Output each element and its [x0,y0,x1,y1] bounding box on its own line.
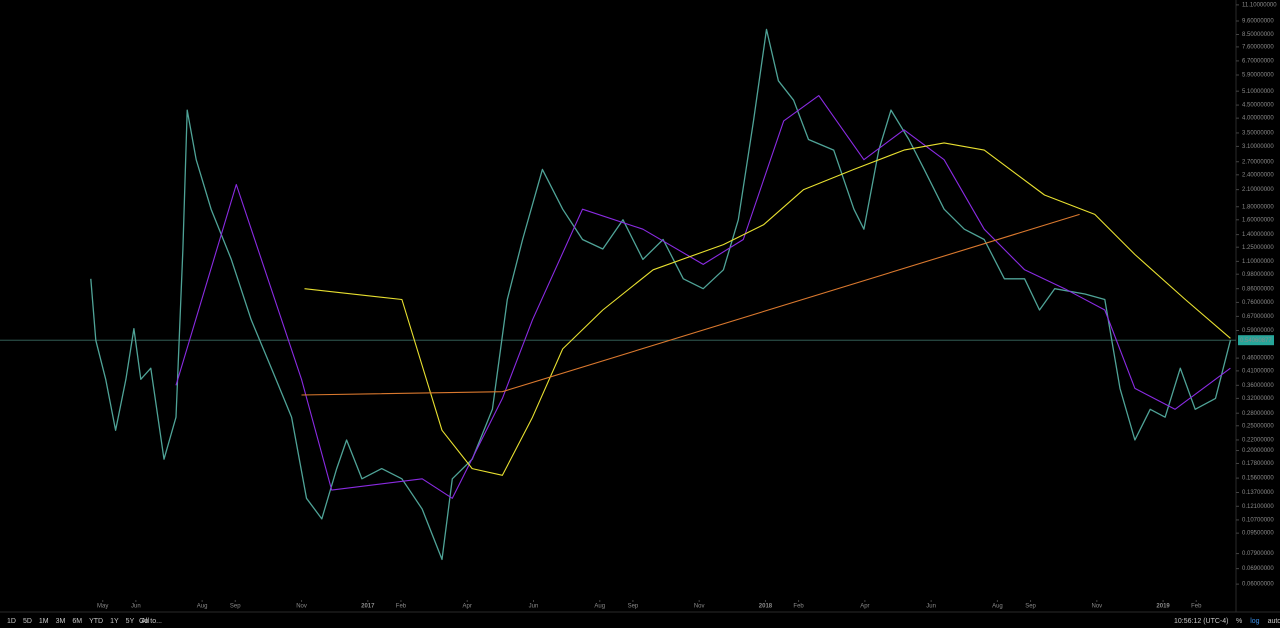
x-tick-label: Jun [529,604,539,610]
x-tick-label: Aug [594,604,605,610]
y-tick-label: 1.25000000 [1242,245,1274,251]
x-tick-label: Apr [463,604,472,610]
scale-button[interactable]: log [1250,618,1259,625]
y-tick-label: 0.22000000 [1242,438,1274,444]
x-tick-label: Aug [992,604,1003,610]
y-tick-label: 11.10000000 [1242,2,1277,8]
y-tick-label: 3.50000000 [1242,131,1274,137]
x-tick-label: Feb [396,604,407,610]
x-tick-label: Aug [197,604,208,610]
range-button[interactable]: 5D [23,618,32,625]
clock: 10:56:12 (UTC-4) [1174,618,1228,625]
y-tick-label: 0.06000000 [1242,582,1274,588]
y-tick-label: 0.32000000 [1242,396,1274,402]
x-tick-label: 2018 [759,604,773,610]
y-tick-label: 7.60000000 [1242,44,1274,50]
scale-button[interactable]: auto [1268,618,1280,625]
y-tick-label: 0.59000000 [1242,328,1274,334]
range-button[interactable]: 1D [7,618,16,625]
x-tick-label: Jun [926,604,936,610]
y-tick-label: 0.12100000 [1242,504,1274,510]
y-tick-label: 0.86000000 [1242,286,1274,292]
y-tick-label: 0.10700000 [1242,518,1274,524]
y-tick-label: 1.10000000 [1242,259,1274,265]
series-line [301,213,1080,396]
y-tick-label: 2.40000000 [1242,172,1274,178]
y-tick-label: 0.09500000 [1242,531,1274,537]
series-line [175,95,1231,499]
y-tick-label: 4.50000000 [1242,103,1274,109]
y-tick-label: 0.28000000 [1242,411,1274,417]
y-tick-label: 1.60000000 [1242,217,1274,223]
y-tick-label: 0.13700000 [1242,490,1274,496]
range-button[interactable]: 1Y [110,618,119,625]
y-tick-label: 0.25000000 [1242,423,1274,429]
x-tick-label: Sep [628,604,639,610]
y-tick-label: 8.50000000 [1242,32,1274,38]
y-tick-label: 1.40000000 [1242,232,1274,238]
y-tick-label: 0.07900000 [1242,551,1274,557]
y-tick-label: 5.10000000 [1242,89,1274,95]
y-tick-label: 2.10000000 [1242,187,1274,193]
last-price-box [1238,335,1274,346]
y-tick-label: 0.36000000 [1242,383,1274,389]
x-tick-label: 2017 [361,604,375,610]
series-line [304,142,1231,476]
y-tick-label: 0.06900000 [1242,566,1274,572]
y-tick-label: 3.10000000 [1242,144,1274,150]
y-tick-label: 0.98000000 [1242,272,1274,278]
x-tick-label: Apr [860,604,869,610]
y-tick-label: 0.15600000 [1242,476,1274,482]
y-tick-label: 0.20000000 [1242,448,1274,454]
y-tick-label: 0.41000000 [1242,368,1274,374]
y-tick-label: 9.60000000 [1242,19,1274,25]
y-tick-label: 0.67000000 [1242,314,1274,320]
scale-button[interactable]: % [1236,618,1242,625]
range-button[interactable]: 6M [72,618,82,625]
x-tick-label: Jun [131,604,141,610]
range-button[interactable]: 3M [56,618,66,625]
series-line [90,28,1232,561]
x-tick-label: Feb [1191,604,1202,610]
y-tick-label: 6.70000000 [1242,58,1274,64]
y-tick-label: 5.90000000 [1242,73,1274,79]
last-price-label: 0.54060877 [1240,338,1272,344]
x-tick-label: May [97,604,108,610]
x-tick-label: Sep [1025,604,1036,610]
y-tick-label: 1.80000000 [1242,204,1274,210]
x-tick-label: Feb [793,604,804,610]
y-tick-label: 0.17800000 [1242,461,1274,467]
range-button[interactable]: 5Y [126,618,135,625]
range-button[interactable]: All [141,618,149,625]
x-tick-label: Sep [230,604,241,610]
range-button[interactable]: 1M [39,618,49,625]
x-tick-label: 2019 [1156,604,1170,610]
x-tick-label: Nov [296,604,307,610]
range-button[interactable]: YTD [89,618,103,625]
goto-button[interactable]: Go to... [139,618,162,625]
y-tick-label: 4.00000000 [1242,116,1274,122]
y-tick-label: 0.46000000 [1242,356,1274,362]
x-tick-label: Nov [694,604,705,610]
y-tick-label: 0.76000000 [1242,300,1274,306]
x-tick-label: Nov [1091,604,1102,610]
y-tick-label: 2.70000000 [1242,159,1274,165]
